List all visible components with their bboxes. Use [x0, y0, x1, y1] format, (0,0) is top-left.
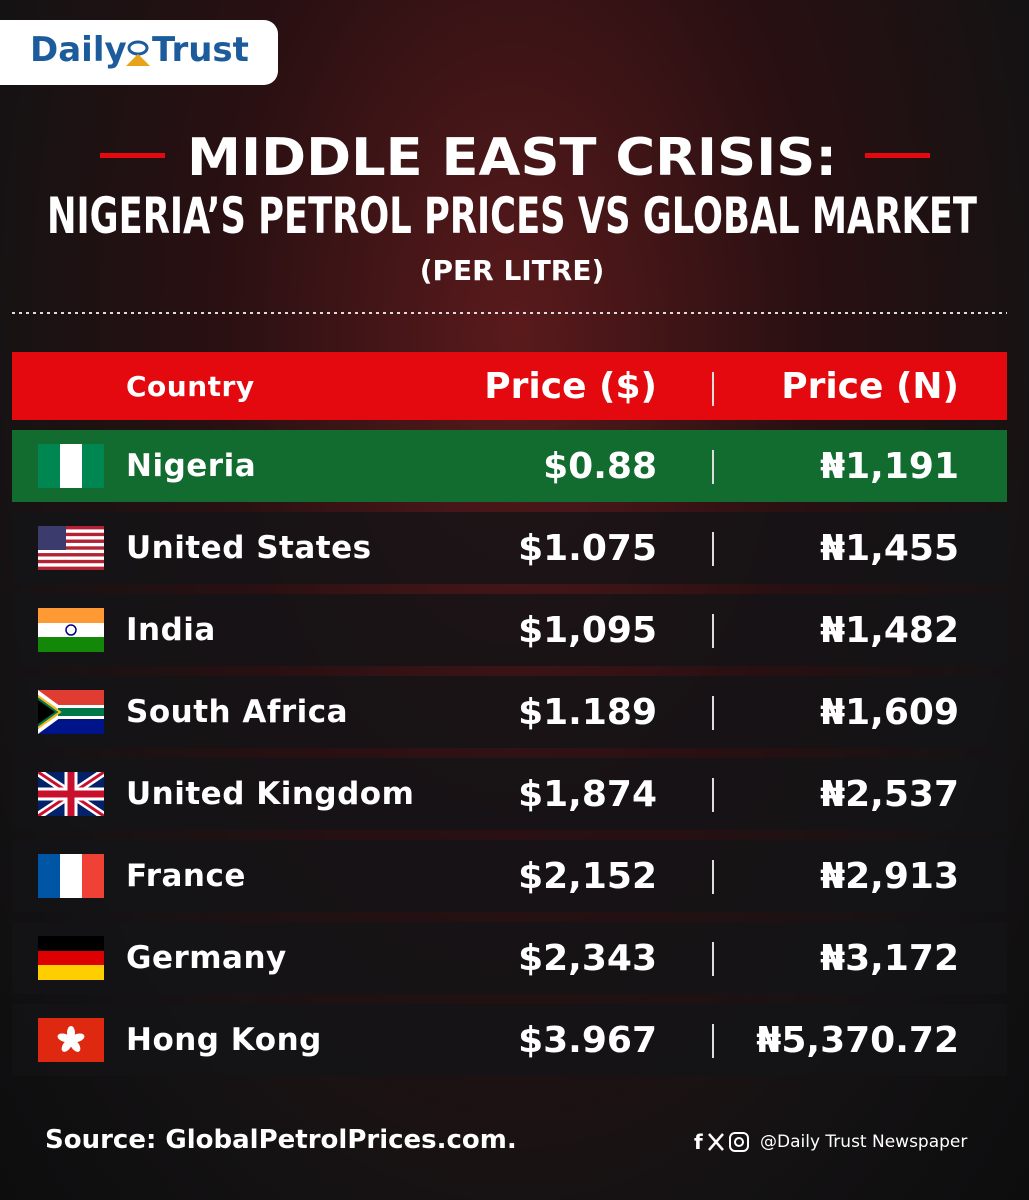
separator: [712, 942, 714, 976]
price-usd: $2,152: [518, 855, 657, 897]
table-row: India $1,095 ₦1,482: [12, 594, 1007, 666]
flag: [38, 526, 104, 570]
price-usd: $1.189: [518, 691, 657, 733]
price-naira: ₦3,172: [820, 937, 959, 979]
price-usd: $2,343: [518, 937, 657, 979]
country: France: [126, 858, 246, 894]
price-naira: ₦5,370.72: [756, 1019, 959, 1061]
country: Nigeria: [126, 448, 257, 484]
separator: [712, 372, 714, 406]
separator: [712, 614, 714, 648]
country: South Africa: [126, 694, 349, 730]
title-block: MIDDLE EAST CRISIS: NIGERIA’S PETROL PRI…: [12, 128, 1007, 314]
price-naira: ₦2,537: [820, 773, 959, 815]
flag: [38, 444, 104, 488]
price-naira: ₦1,455: [820, 527, 959, 569]
price-naira: ₦1,609: [820, 691, 959, 733]
table-row: United States $1.075 ₦1,455: [12, 512, 1007, 584]
separator: [712, 696, 714, 730]
title-line2: NIGERIA’S PETROL PRICES VS GLOBAL MARKET: [47, 187, 977, 245]
separator: [712, 860, 714, 894]
table-row: France $2,152 ₦2,913: [12, 840, 1007, 912]
flag: [38, 936, 104, 980]
separator: [712, 450, 714, 484]
logo-left: Daily: [30, 30, 127, 70]
table-row: South Africa $1.189 ₦1,609: [12, 676, 1007, 748]
price-naira: ₦1,191: [820, 445, 959, 487]
social-handle: @Daily Trust Newspaper: [760, 1132, 968, 1152]
country: United States: [126, 530, 372, 566]
price-usd: $1.075: [518, 527, 657, 569]
table-row: Germany $2,343 ₦3,172: [12, 922, 1007, 994]
table-row: United Kingdom $1,874 ₦2,537: [12, 758, 1007, 830]
logo-icon: [126, 40, 150, 66]
column-header: Price ($): [484, 365, 657, 407]
flag: [38, 772, 104, 816]
flag: [38, 1018, 104, 1062]
logo-right: Trust: [152, 30, 249, 70]
table-row: Hong Kong $3.967 ₦5,370.72: [12, 1004, 1007, 1076]
country: United Kingdom: [126, 776, 415, 812]
column-header: Price (N): [781, 365, 959, 407]
title-line1: MIDDLE EAST CRISIS:: [187, 128, 837, 188]
flag: [38, 690, 104, 734]
price-usd: $1,874: [518, 773, 657, 815]
country: Germany: [126, 940, 287, 976]
price-naira: ₦1,482: [820, 609, 959, 651]
table-header: Country Price ($) Price (N): [12, 352, 1007, 420]
source: Source: GlobalPetrolPrices.com.: [45, 1125, 517, 1155]
country: Hong Kong: [126, 1022, 322, 1058]
subtitle: (PER LITRE): [420, 254, 605, 287]
price-naira: ₦2,913: [820, 855, 959, 897]
separator: [712, 1024, 714, 1058]
flag: [38, 608, 104, 652]
price-usd: $1,095: [518, 609, 657, 651]
table-row: Nigeria $0.88 ₦1,191: [12, 430, 1007, 502]
column-header: Country: [126, 369, 255, 403]
logo: Daily Trust: [0, 20, 278, 85]
flag: [38, 854, 104, 898]
country: India: [126, 612, 216, 648]
svg-text:f: f: [694, 1130, 703, 1154]
separator: [712, 778, 714, 812]
social-icons: f: [694, 1130, 749, 1154]
separator: [712, 532, 714, 566]
price-usd: $3.967: [518, 1019, 657, 1061]
price-usd: $0.88: [543, 445, 657, 487]
